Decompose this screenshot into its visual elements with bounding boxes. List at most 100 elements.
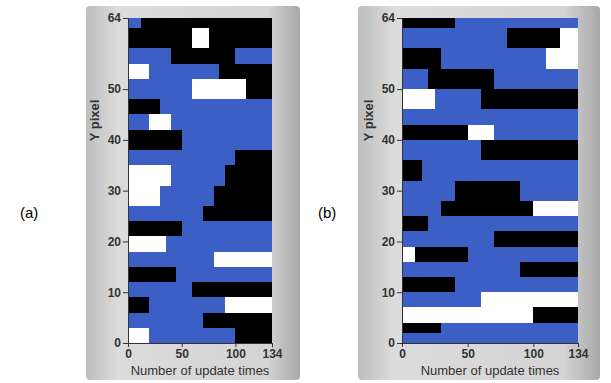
cell-segment <box>402 48 441 69</box>
cell-segment <box>203 313 272 329</box>
cell-segment <box>507 28 560 49</box>
x-axis-title: Number of update times <box>131 363 270 378</box>
x-tick: 134 <box>568 343 588 361</box>
cell-segment <box>402 201 441 217</box>
x-tick: 100 <box>226 343 246 361</box>
cell-segment <box>128 114 149 130</box>
tick-label: 30 <box>382 184 396 198</box>
x-tick: 134 <box>262 343 282 361</box>
y-tick: 20 <box>382 235 402 249</box>
y-tick: 20 <box>108 235 128 249</box>
x-tick: 50 <box>461 343 475 361</box>
tick-label: 100 <box>226 347 246 361</box>
tick-label: 40 <box>108 133 122 147</box>
cell-segment <box>533 201 578 217</box>
cell-segment <box>415 247 468 263</box>
tick-label: 50 <box>461 347 475 361</box>
cell-segment <box>435 89 481 110</box>
tick-label: 134 <box>568 347 588 361</box>
cell-segment <box>128 221 182 237</box>
cell-segment <box>128 328 149 343</box>
tick-label: 40 <box>382 133 396 147</box>
cell-segment <box>149 64 219 80</box>
cell-segment <box>533 307 578 323</box>
cell-segment <box>225 297 272 313</box>
panel-background <box>358 6 600 380</box>
cell-segment <box>160 99 272 115</box>
cell-segment <box>171 48 235 64</box>
cell-segment <box>402 181 455 202</box>
tick-label: 134 <box>262 347 282 361</box>
cell-segment <box>225 165 272 186</box>
cell-segment <box>182 130 272 151</box>
cell-segment <box>494 125 578 141</box>
cell-segment <box>455 181 521 202</box>
y-tick: 30 <box>108 184 128 198</box>
panel-label: (a) <box>20 204 38 221</box>
x-axis: 0 50 100 134 <box>399 343 589 361</box>
y-tick: 40 <box>108 133 128 147</box>
cell-segment <box>214 252 272 268</box>
cell-segment <box>402 125 468 141</box>
cell-segment <box>402 28 507 49</box>
cell-segment <box>468 247 578 263</box>
cell-segment <box>481 292 578 308</box>
cell-segment <box>235 328 272 343</box>
cell-segment <box>182 221 272 237</box>
cell-segment <box>219 64 272 80</box>
cell-segment <box>128 79 192 100</box>
cell-segment <box>402 262 520 278</box>
cell-segment <box>128 48 171 64</box>
cell-segment <box>141 18 272 29</box>
y-axis: 0102030405064 <box>382 11 403 350</box>
tick-label: 64 <box>382 11 396 25</box>
tick-mark <box>397 140 402 141</box>
tick-label: 100 <box>524 347 544 361</box>
cell-segment <box>128 186 160 207</box>
y-axis: 0102030405064 <box>108 11 129 350</box>
cell-segment <box>171 165 225 186</box>
x-tick: 0 <box>399 343 406 361</box>
x-tick: 100 <box>524 343 544 361</box>
tick-mark <box>397 191 402 192</box>
tick-mark <box>123 140 128 141</box>
tick-mark <box>123 292 128 293</box>
cell-segment <box>481 140 578 161</box>
cell-segment <box>176 267 272 283</box>
cell-segment <box>402 160 422 181</box>
axis-line <box>123 19 129 344</box>
cell-segment <box>402 89 435 110</box>
plot-area <box>128 18 272 343</box>
figure: 0102030405064050100134Y pixelNumber of u… <box>0 0 611 383</box>
cell-segment <box>166 236 272 252</box>
cell-segment <box>481 89 578 110</box>
cell-segment <box>128 64 149 80</box>
y-tick: 30 <box>382 184 402 198</box>
tick-label: 64 <box>108 11 122 25</box>
cell-segment <box>455 18 578 29</box>
tick-mark <box>123 343 128 344</box>
cell-segment <box>192 28 208 49</box>
cell-segment <box>455 277 578 293</box>
panel: 0102030405064050100134Y pixelNumber of u… <box>358 6 600 380</box>
cell-segment <box>402 140 481 161</box>
cell-segment <box>402 323 441 334</box>
cell-segment <box>402 292 481 308</box>
tick-mark <box>123 191 128 192</box>
cell-segment <box>520 262 578 278</box>
tick-label: 50 <box>108 82 122 96</box>
cell-segment <box>128 236 166 252</box>
panel-background <box>86 6 300 380</box>
y-tick: 40 <box>382 133 402 147</box>
tick-mark <box>123 18 128 19</box>
tick-label: 30 <box>108 184 122 198</box>
cell-segment <box>209 28 272 49</box>
x-axis: 050100134 <box>125 343 283 361</box>
cell-segment <box>402 277 455 293</box>
tick-label: 20 <box>382 235 396 249</box>
cell-segment <box>214 186 272 207</box>
panel-label: (b) <box>318 204 336 221</box>
tick-mark <box>397 18 402 19</box>
cell-segment <box>149 297 224 313</box>
y-axis-title: Y pixel <box>87 100 102 142</box>
